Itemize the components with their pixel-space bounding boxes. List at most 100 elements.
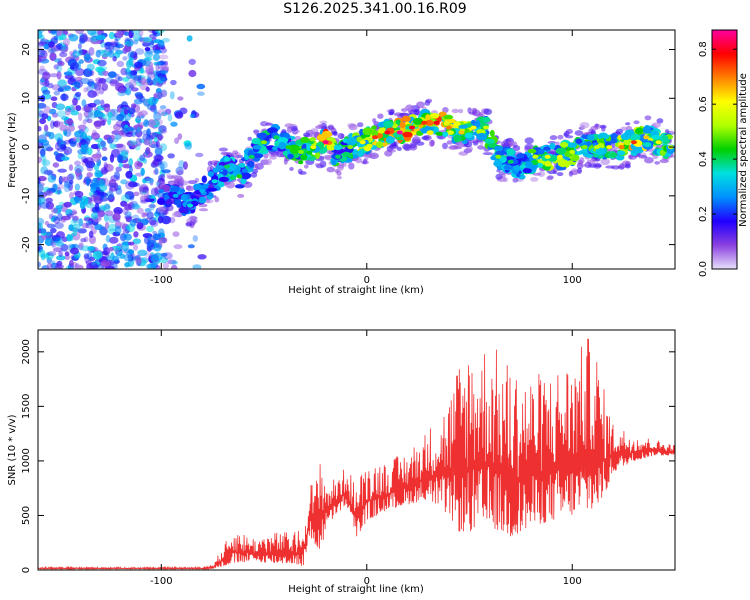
colorbar: 0.0 0.2 0.4 0.6 0.8 Normalized spectral ampl… (698, 29, 749, 277)
noise-cell (52, 247, 63, 253)
noise-cell (136, 217, 142, 223)
noise-cell (104, 221, 110, 230)
noise-cell (142, 233, 153, 238)
ridge-cell (229, 175, 237, 181)
halo-cell (442, 142, 448, 150)
noise-cell (147, 99, 156, 105)
noise-cell (94, 202, 100, 212)
halo-cell (265, 122, 274, 126)
colorbar-tick-label: 0.0 (698, 261, 709, 277)
noise-cell (88, 110, 97, 119)
noise-cell (83, 236, 89, 243)
noise-cell (81, 132, 87, 140)
noise-cell (128, 241, 135, 246)
noise-cell (139, 67, 144, 74)
noise-cell (158, 160, 168, 170)
ridge-cell (234, 184, 245, 189)
noise-cell (141, 129, 150, 136)
noise-cell (97, 185, 107, 193)
noise-cell (134, 160, 143, 170)
noise-cell (75, 168, 82, 177)
noise-cell (173, 244, 183, 250)
ridge-peak (248, 154, 255, 159)
ridge-cell (516, 153, 525, 159)
noise-cell (55, 103, 66, 111)
noise-cell (97, 59, 107, 67)
halo-cell (327, 124, 334, 130)
ridge-cell (446, 130, 455, 135)
noise-cell (108, 236, 119, 244)
noise-cell (89, 261, 98, 269)
ridge-cell (524, 161, 533, 169)
noise-cell (68, 164, 73, 171)
halo-cell (182, 180, 188, 186)
ridge-cell (333, 144, 343, 151)
noise-cell (118, 162, 124, 168)
noise-cell (66, 234, 72, 242)
halo-cell (303, 164, 309, 169)
noise-cell (146, 77, 152, 84)
y-tick-label: 2000 (21, 339, 32, 364)
noise-cell (178, 160, 185, 169)
noise-cell (125, 180, 135, 190)
noise-cell (38, 191, 47, 199)
colorbar-label: Normalized spectral amplitude (738, 73, 749, 227)
noise-cell (85, 220, 92, 226)
noise-cell (197, 91, 205, 96)
noise-cell (125, 60, 132, 69)
halo-cell (365, 153, 376, 158)
noise-cell (72, 50, 80, 58)
noise-cell (140, 167, 145, 176)
halo-cell (600, 158, 610, 166)
halo-cell (644, 115, 652, 121)
snr-x-label: Height of straight line (km) (288, 584, 424, 595)
halo-cell (477, 145, 485, 150)
y-tick-label: 0 (21, 144, 32, 150)
noise-cell (184, 142, 193, 150)
noise-cell (69, 259, 74, 267)
ridge-cell (260, 132, 267, 138)
noise-cell (98, 178, 106, 187)
noise-cell (167, 113, 173, 122)
ridge-peak (372, 135, 378, 140)
noise-cell (58, 250, 63, 257)
halo-cell (429, 140, 435, 147)
ridge-peak (458, 130, 465, 135)
noise-cell (78, 218, 83, 227)
ridge-cell (251, 138, 261, 145)
noise-cell (63, 71, 73, 76)
noise-cell (160, 65, 169, 71)
ridge-cell (178, 207, 187, 214)
noise-cell (118, 130, 125, 136)
ridge-cell (620, 133, 631, 141)
halo-cell (237, 193, 245, 198)
ridge-peak (322, 140, 329, 145)
ridge-peak (483, 125, 489, 130)
noise-cell (45, 233, 52, 240)
noise-cell (63, 38, 70, 47)
noise-cell (157, 73, 167, 79)
colorbar-tick-label: 0.6 (698, 96, 709, 112)
ridge-peak (470, 125, 477, 130)
ridge-peak (359, 140, 366, 145)
noise-cell (112, 255, 120, 262)
halo-cell (664, 129, 670, 134)
heatmap-x-label: Height of straight line (km) (288, 285, 424, 296)
noise-cell (68, 224, 74, 232)
noise-cell (39, 38, 49, 45)
halo-cell (331, 131, 338, 136)
noise-cell (153, 242, 162, 252)
noise-cell (132, 33, 142, 42)
noise-cell (59, 52, 68, 58)
halo-cell (232, 150, 239, 155)
noise-cell (131, 131, 137, 138)
ridge-cell (567, 160, 574, 166)
ridge-cell (174, 199, 182, 206)
noise-cell (84, 254, 90, 264)
noise-cell (98, 87, 105, 95)
halo-cell (172, 212, 179, 218)
noise-cell (94, 170, 103, 178)
ridge-peak (532, 154, 539, 159)
heatmap-frame (37, 29, 676, 270)
noise-cell (72, 97, 78, 106)
